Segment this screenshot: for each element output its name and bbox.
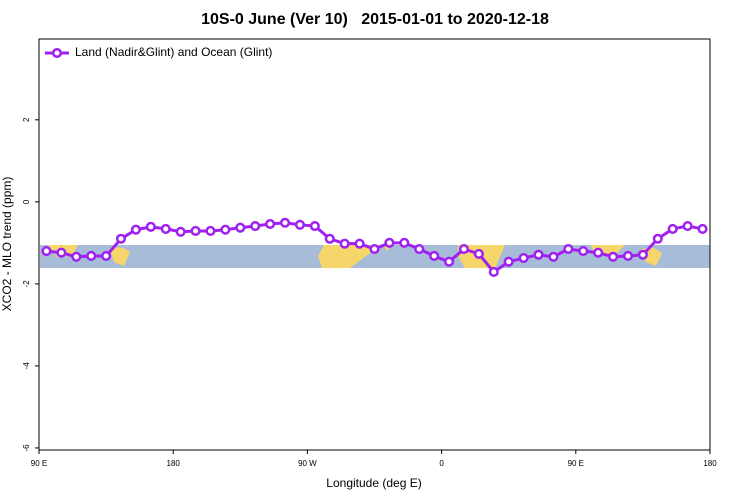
land <box>318 245 393 268</box>
point <box>548 251 559 262</box>
point <box>622 250 634 262</box>
point <box>220 224 231 235</box>
y-tick-label: -4 <box>22 362 31 370</box>
point <box>593 247 604 258</box>
point <box>533 249 544 260</box>
point <box>697 223 708 234</box>
x-tick-label: 0 <box>439 459 444 468</box>
point <box>309 220 320 232</box>
x-axis-label: Longitude (deg E) <box>326 476 421 490</box>
point <box>563 243 574 255</box>
point <box>354 238 365 249</box>
point <box>279 217 291 228</box>
point <box>488 266 499 278</box>
point <box>101 250 112 262</box>
point <box>115 233 127 244</box>
x-tick-label: 180 <box>167 459 181 468</box>
point <box>235 222 246 233</box>
ocean-band <box>40 245 710 268</box>
point <box>578 246 589 257</box>
x-tick-label: 90 E <box>31 459 47 468</box>
point <box>56 247 67 258</box>
land <box>48 245 130 266</box>
point <box>71 251 82 262</box>
point <box>518 252 529 264</box>
point <box>384 237 395 248</box>
plot-frame <box>38 38 711 451</box>
point <box>190 225 201 237</box>
point <box>637 249 648 260</box>
point <box>175 226 186 237</box>
point <box>369 243 380 255</box>
point <box>682 220 693 232</box>
point <box>205 225 216 237</box>
point <box>145 221 156 232</box>
point <box>160 223 171 234</box>
point <box>667 223 678 234</box>
point <box>608 251 619 262</box>
y-axis-label: XCO2 - MLO trend (ppm) <box>0 177 14 312</box>
point <box>444 256 455 267</box>
point <box>399 237 410 248</box>
point <box>429 250 440 262</box>
x-tick-label: 180 <box>703 459 717 468</box>
y-tick-label: -2 <box>22 280 31 288</box>
legend-marker <box>51 47 63 59</box>
point <box>324 233 335 244</box>
point <box>130 224 141 235</box>
point <box>41 246 52 257</box>
x-tick-label: 90 W <box>298 459 317 468</box>
y-tick-label: -6 <box>22 444 31 452</box>
y-tick-label: 2 <box>22 117 31 122</box>
x-tick-label: 90 E <box>568 459 584 468</box>
point <box>250 220 261 232</box>
point <box>294 219 305 230</box>
point <box>652 233 663 244</box>
y-tick-label: 0 <box>22 199 31 204</box>
point <box>339 238 350 249</box>
point <box>458 243 470 255</box>
point <box>86 250 97 262</box>
point <box>265 218 276 230</box>
point <box>473 248 484 259</box>
point <box>503 256 514 267</box>
legend-label: Land (Nadir&Glint) and Ocean (Glint) <box>75 45 272 59</box>
point <box>414 243 425 255</box>
chart-title: 10S-0 June (Ver 10) 2015-01-01 to 2020-1… <box>201 11 549 28</box>
